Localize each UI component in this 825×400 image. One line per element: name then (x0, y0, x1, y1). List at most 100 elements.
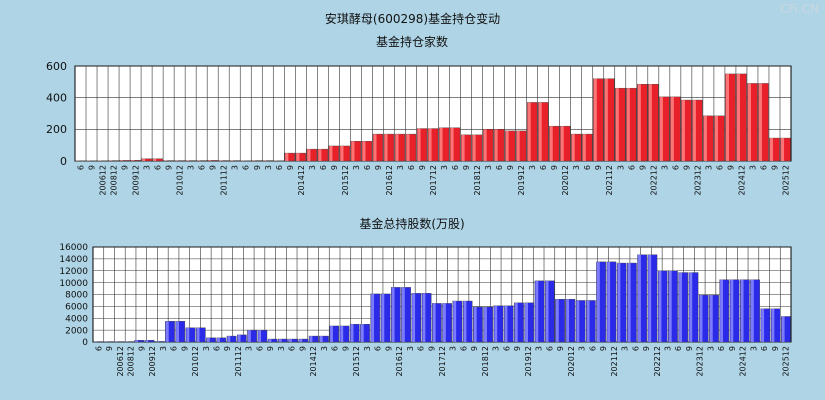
shares-bar-highlight (463, 301, 467, 342)
shares-x-tick-label: 201712 (438, 346, 447, 377)
count-bar-highlight (703, 115, 707, 161)
count-bar (615, 87, 626, 162)
shares-bar-highlight (247, 330, 251, 342)
count-bar-highlight (417, 128, 421, 161)
shares-x-tick-label: 9 (427, 346, 436, 351)
shares-bar (760, 308, 771, 343)
count-bar-highlight (527, 102, 531, 161)
count-x-tick-label: 6 (495, 165, 504, 170)
count-bar-highlight (714, 115, 718, 161)
count-bar (394, 133, 406, 162)
shares-bar (165, 321, 175, 343)
count-bar-highlight (780, 138, 785, 161)
count-x-tick-label: 9 (121, 165, 130, 170)
shares-bar (544, 280, 555, 343)
count-x-tick-label: 202212 (649, 165, 658, 196)
shares-bar-highlight (679, 272, 682, 342)
shares-bar-highlight (596, 261, 600, 342)
count-bar (504, 130, 516, 162)
shares-bar (473, 306, 483, 343)
count-bar (725, 73, 736, 162)
count-bar (119, 160, 130, 162)
shares-x-tick-label: 9 (341, 346, 350, 351)
count-chart-title: 基金持仓家数 (376, 34, 448, 49)
count-bar (130, 160, 141, 162)
shares-bar-highlight (730, 279, 734, 342)
shares-bar-highlight (278, 339, 282, 342)
count-x-tick-label: 201812 (473, 165, 482, 196)
shares-bar-highlight (196, 327, 200, 342)
count-bar-highlight (307, 149, 311, 161)
shares-bar (411, 293, 422, 343)
shares-bar-highlight (740, 279, 744, 342)
shares-bar-highlight (145, 340, 149, 342)
count-bar (593, 78, 604, 162)
count-x-tick-label: 6 (154, 165, 163, 170)
count-bar (405, 133, 417, 162)
count-bar (582, 133, 593, 162)
count-x-tick-label: 9 (330, 165, 339, 170)
count-bar (659, 96, 670, 162)
shares-x-tick-label: 200812 (127, 346, 136, 377)
count-bar (306, 148, 318, 162)
count-bar (339, 145, 351, 162)
count-x-tick-label: 3 (528, 165, 537, 170)
count-x-tick-label: 200812 (110, 165, 119, 196)
shares-bar (278, 338, 288, 343)
count-bar (548, 125, 560, 162)
shares-bar-highlight (617, 263, 621, 342)
count-x-tick-label: 9 (418, 165, 427, 170)
count-x-tick-label: 201012 (176, 165, 185, 196)
shares-bar (781, 316, 791, 343)
count-x-tick-label: 201112 (220, 165, 229, 196)
count-x-tick-label: 6 (407, 165, 416, 170)
count-bar (604, 78, 615, 162)
shares-bar (226, 335, 237, 343)
shares-bar-highlight (432, 303, 436, 342)
count-bar (361, 141, 373, 162)
shares-bar-highlight (330, 325, 333, 342)
count-x-tick-label: 9 (506, 165, 515, 170)
shares-bar-highlight (576, 300, 580, 342)
shares-x-tick-label: 9 (685, 346, 694, 351)
shares-bar-highlight (443, 303, 446, 342)
shares-bar (637, 254, 647, 343)
count-x-tick-label: 201912 (517, 165, 526, 196)
shares-bar-highlight (340, 325, 344, 342)
shares-bar (380, 293, 391, 343)
count-bar (681, 99, 692, 162)
shares-bar (575, 300, 586, 343)
shares-bar (329, 325, 340, 343)
count-bar-highlight (560, 126, 564, 161)
shares-bar-highlight (771, 308, 775, 342)
shares-bar (237, 334, 247, 343)
count-bar-highlight (637, 84, 641, 161)
count-x-tick-label: 6 (759, 165, 768, 170)
shares-bar (678, 272, 689, 343)
count-bar (626, 87, 637, 162)
shares-x-tick-label: 3 (706, 346, 715, 351)
shares-x-tick-label: 9 (223, 346, 232, 351)
shares-bar (267, 338, 278, 343)
shares-x-tick-label: 6 (374, 346, 383, 351)
shares-x-tick-label: 6 (331, 346, 340, 351)
shares-bar-highlight (781, 316, 785, 342)
shares-bar-highlight (494, 305, 498, 342)
shares-bar-highlight (761, 308, 765, 342)
shares-bar (257, 329, 268, 343)
shares-bar (154, 341, 165, 343)
count-bar-highlight (461, 134, 465, 161)
shares-x-tick-label: 9 (642, 346, 651, 351)
shares-x-tick-label: 9 (599, 346, 608, 351)
count-bar-highlight (384, 134, 388, 161)
count-bar (515, 130, 527, 162)
count-y-tick-label: 200 (46, 123, 67, 136)
shares-x-tick-label: 6 (674, 346, 683, 351)
count-bar-highlight (571, 134, 575, 161)
shares-bar (421, 293, 432, 343)
shares-y-tick-label: 2000 (65, 326, 88, 336)
count-bar-highlight (505, 130, 509, 161)
shares-bar-highlight (237, 334, 241, 342)
shares-x-tick-label: 6 (170, 346, 179, 351)
count-bar (526, 102, 538, 162)
